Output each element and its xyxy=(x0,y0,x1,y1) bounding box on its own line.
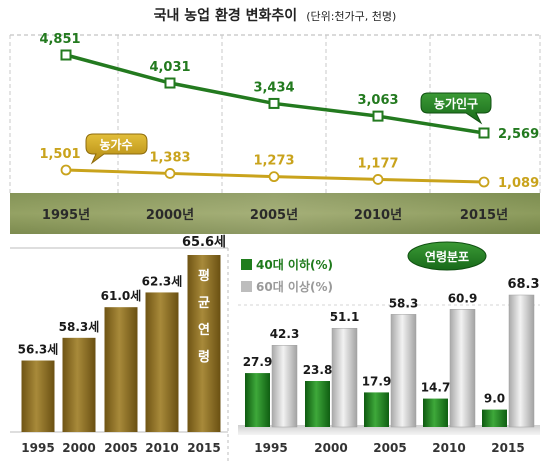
under40-value: 27.9 xyxy=(243,355,273,369)
top-year-label: 2010년 xyxy=(354,208,402,223)
over60-bar xyxy=(449,309,476,428)
under40-bar xyxy=(305,381,330,427)
chart-title: 국내 농업 환경 변화추이 (단위:천가구, 천명) xyxy=(154,5,397,24)
farm-households-value: 1,383 xyxy=(149,150,190,165)
avg-age-title-char: 평 xyxy=(198,268,210,284)
over60-value: 42.3 xyxy=(270,327,300,341)
avg-age-category: 2005 xyxy=(104,441,137,455)
age-dist-category: 2015 xyxy=(491,441,524,455)
farm-population-value: 3,063 xyxy=(357,93,398,108)
top-year-label: 2005년 xyxy=(250,208,298,223)
age-distribution-badge-shape xyxy=(407,241,487,271)
over60-value: 58.3 xyxy=(389,296,419,310)
over60-bar xyxy=(271,344,298,428)
farm-households-value: 1,177 xyxy=(357,156,398,171)
top-year-label: 2015년 xyxy=(460,208,508,223)
top-year-label: 1995년 xyxy=(42,208,90,223)
age-dist-category: 2010 xyxy=(432,441,465,455)
avg-age-bar xyxy=(104,307,138,432)
avg-age-bar xyxy=(21,360,55,432)
over60-value: 60.9 xyxy=(448,291,478,305)
avg-age-bar xyxy=(145,292,179,432)
farm-population-value: 4,031 xyxy=(149,60,190,75)
age-dist-category: 2000 xyxy=(314,441,347,455)
under40-value: 23.8 xyxy=(303,363,333,377)
under40-value: 17.9 xyxy=(362,374,392,388)
farm-households-point xyxy=(478,176,490,188)
under40-bar xyxy=(364,392,389,427)
avg-age-category: 2010 xyxy=(145,441,178,455)
avg-age-title-char: 균 xyxy=(198,296,210,311)
legend-swatch-over60 xyxy=(241,281,252,292)
farm-households-point xyxy=(372,174,384,185)
farm-population-point xyxy=(164,77,176,89)
avg-age-category: 2015 xyxy=(187,441,220,455)
age-distribution-bars: 27.9 42.3 1995 23.8 51.1 2000 17.9 58.3 2005 14.7… xyxy=(243,277,540,455)
over60-value: 51.1 xyxy=(330,310,360,324)
grouped-bar-floor xyxy=(238,425,540,435)
avg-age-value: 62.3세 xyxy=(142,273,183,288)
farm-households-value: 1,089 xyxy=(498,176,539,191)
field-band-shade xyxy=(10,193,540,234)
top-year-labels: 1995년 2000년 2005년 2010년 2015년 xyxy=(42,208,508,223)
farm-population-point xyxy=(60,49,72,61)
farm-households-value: 1,273 xyxy=(253,154,294,169)
avg-age-value: 65.6세 xyxy=(182,235,226,250)
farm-households-point xyxy=(164,168,176,179)
avg-age-title-char: 령 xyxy=(198,350,210,365)
under40-bar xyxy=(482,409,507,427)
under40-bar xyxy=(423,398,448,427)
under40-bar xyxy=(245,373,270,427)
age-distribution-badge-label: 연령분포 xyxy=(425,249,469,264)
farm-population-point xyxy=(478,127,490,139)
legend: 40대 이하(%) 60대 이상(%) xyxy=(241,257,333,294)
line-chart-layer: 4,851 4,031 3,434 3,063 2,569 1,501 1,383 1,273… xyxy=(39,32,539,191)
farm-population-value: 3,434 xyxy=(253,80,294,95)
chart-title-main: 국내 농업 환경 변화추이 xyxy=(154,7,297,24)
top-vertical-gridlines xyxy=(9,35,541,193)
under40-value: 14.7 xyxy=(421,381,451,395)
over60-bar xyxy=(390,314,417,428)
over60-bar xyxy=(508,294,535,428)
avg-age-value: 61.0세 xyxy=(101,288,142,303)
farm-households-point xyxy=(268,171,280,183)
chart-title-unit: (단위:천가구, 천명) xyxy=(306,9,396,23)
age-distribution-badge: 연령분포 xyxy=(407,241,487,271)
avg-age-bar xyxy=(62,337,96,432)
farm-population-point xyxy=(268,97,280,109)
avg-age-value: 56.3세 xyxy=(18,342,59,357)
farm-population-badge-label: 농가인구 xyxy=(434,96,478,111)
farm-households-badge-shape xyxy=(85,133,148,165)
avg-age-bars: 56.3세 1995 58.3세 2000 61.0세 2005 62.3세 2010 65.6… xyxy=(18,235,226,455)
farm-population-value: 4,851 xyxy=(39,32,80,47)
age-dist-category: 1995 xyxy=(254,441,287,455)
avg-age-title-char: 연 xyxy=(198,323,210,338)
avg-age-value: 58.3세 xyxy=(59,319,100,334)
top-year-label: 2000년 xyxy=(146,208,194,223)
avg-age-bar xyxy=(187,255,221,432)
farm-population-value: 2,569 xyxy=(498,127,539,142)
legend-label-under40: 40대 이하(%) xyxy=(256,257,333,272)
farm-population-point xyxy=(372,110,384,122)
under40-value: 9.0 xyxy=(484,392,505,406)
farm-population-badge: 농가인구 xyxy=(420,92,492,125)
legend-swatch-under40 xyxy=(241,259,252,270)
farm-households-badge: 농가수 xyxy=(85,133,148,165)
age-dist-category: 2005 xyxy=(373,441,406,455)
legend-label-over60: 60대 이상(%) xyxy=(256,279,333,294)
avg-age-category: 2000 xyxy=(62,441,95,455)
farm-households-badge-label: 농가수 xyxy=(99,137,132,152)
avg-age-category: 1995 xyxy=(21,441,54,455)
over60-bar xyxy=(331,327,358,428)
farm-population-badge-shape xyxy=(420,92,492,125)
farm-households-point xyxy=(60,164,72,176)
farm-households-value: 1,501 xyxy=(39,147,80,162)
over60-value: 68.3 xyxy=(507,277,539,292)
